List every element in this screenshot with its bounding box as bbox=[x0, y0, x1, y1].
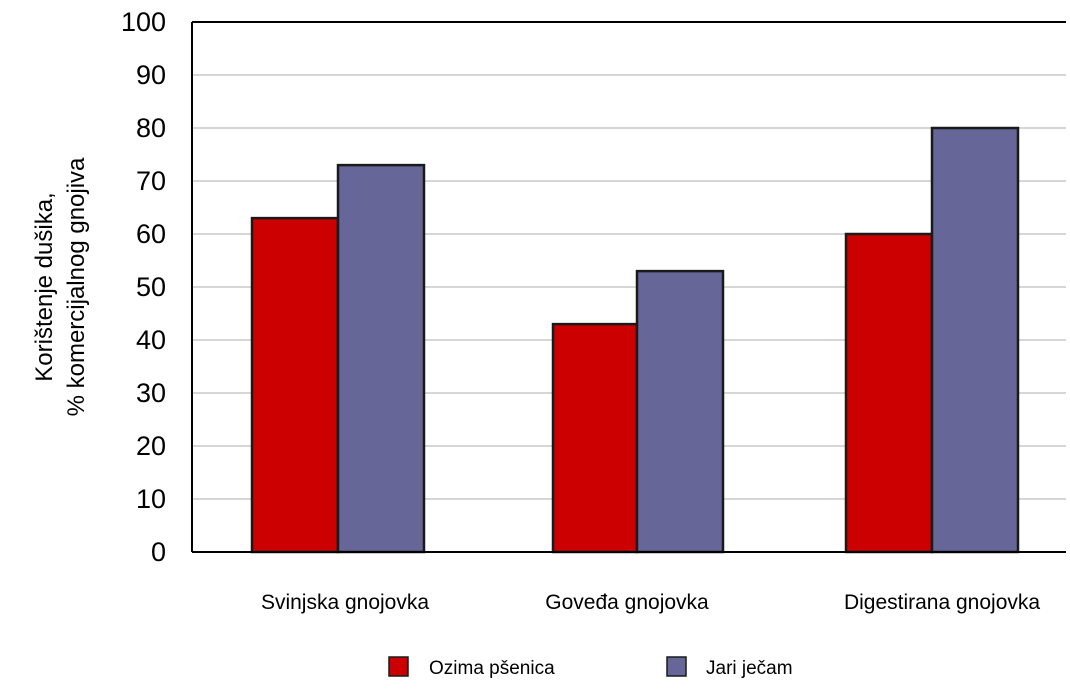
y-tick-label: 0 bbox=[151, 537, 166, 567]
legend-label: Ozima pšenica bbox=[429, 658, 555, 679]
bar-ozima-psenica bbox=[250, 216, 340, 554]
bar-jari-jecam bbox=[336, 163, 426, 554]
legend-swatch bbox=[666, 656, 687, 677]
legend-swatch bbox=[388, 656, 409, 677]
x-tick-label: Digestirana gnojovka bbox=[844, 591, 1040, 614]
legend-label: Jari ječam bbox=[706, 658, 793, 679]
y-tick-label: 70 bbox=[136, 166, 166, 196]
y-tick-label: 90 bbox=[136, 60, 166, 90]
axis-layer bbox=[191, 21, 1066, 553]
x-tick-label: Svinjska gnojovka bbox=[261, 591, 429, 614]
y-axis-label: Korištenje dušika, % komercijalnog gnoji… bbox=[31, 157, 90, 416]
y-axis-label-line-2: % komercijalnog gnojiva bbox=[63, 157, 90, 416]
bar-ozima-psenica bbox=[844, 232, 934, 554]
y-tick-label: 20 bbox=[136, 431, 166, 461]
legend: Ozima pšenica Jari ječam bbox=[388, 656, 793, 679]
y-tick-label: 30 bbox=[136, 378, 166, 408]
y-tick-label: 100 bbox=[121, 7, 166, 37]
x-tick-label: Goveđa gnojovka bbox=[545, 591, 709, 614]
x-tick-labels: Svinjska gnojovka Goveđa gnojovka Digestir… bbox=[261, 591, 1040, 614]
y-axis-label-line-1: Korištenje dušika, bbox=[31, 192, 58, 381]
bar-ozima-psenica bbox=[551, 322, 639, 554]
y-tick-label: 80 bbox=[136, 113, 166, 143]
y-tick-label: 40 bbox=[136, 325, 166, 355]
y-tick-label: 60 bbox=[136, 219, 166, 249]
y-tick-label: 50 bbox=[136, 272, 166, 302]
bar-jari-jecam bbox=[930, 126, 1020, 554]
y-tick-labels: 0 10 20 30 40 50 60 70 80 90 100 bbox=[121, 7, 166, 567]
bar-layer bbox=[250, 126, 1020, 554]
y-tick-label: 10 bbox=[136, 484, 166, 514]
bar-jari-jecam bbox=[635, 269, 725, 554]
